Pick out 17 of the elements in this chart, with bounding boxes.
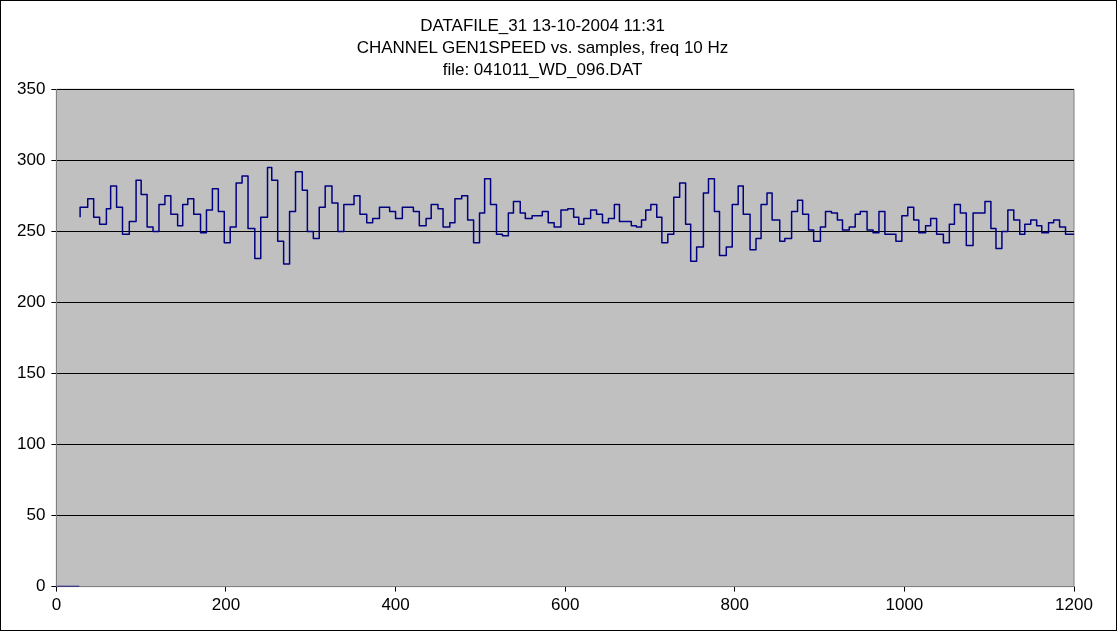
x-tick-label: 0 <box>51 595 62 615</box>
x-tick-label: 400 <box>381 595 410 615</box>
x-tick-label: 1200 <box>1055 595 1093 615</box>
chart-subtitle: CHANNEL GEN1SPEED vs. samples, freq 10 Hz file: 041011_WD_096.DAT <box>356 37 729 79</box>
y-tick-label: 350 <box>16 78 46 98</box>
y-tick-label: 250 <box>16 221 46 241</box>
y-tick-label: 100 <box>16 434 46 454</box>
y-tick-label: 150 <box>16 363 46 383</box>
x-tick-label: 1000 <box>885 595 924 615</box>
y-tick-label: 300 <box>16 150 46 170</box>
y-tick-label: 0 <box>35 576 46 596</box>
y-tick-label: 50 <box>26 505 46 525</box>
y-tick-label: 200 <box>16 292 46 312</box>
x-tick-label: 200 <box>211 595 241 615</box>
x-tick-label: 600 <box>550 595 580 615</box>
chart-title: DATAFILE_31 13-10-2004 11:31 <box>420 15 665 35</box>
x-tick-label: 800 <box>720 595 749 615</box>
